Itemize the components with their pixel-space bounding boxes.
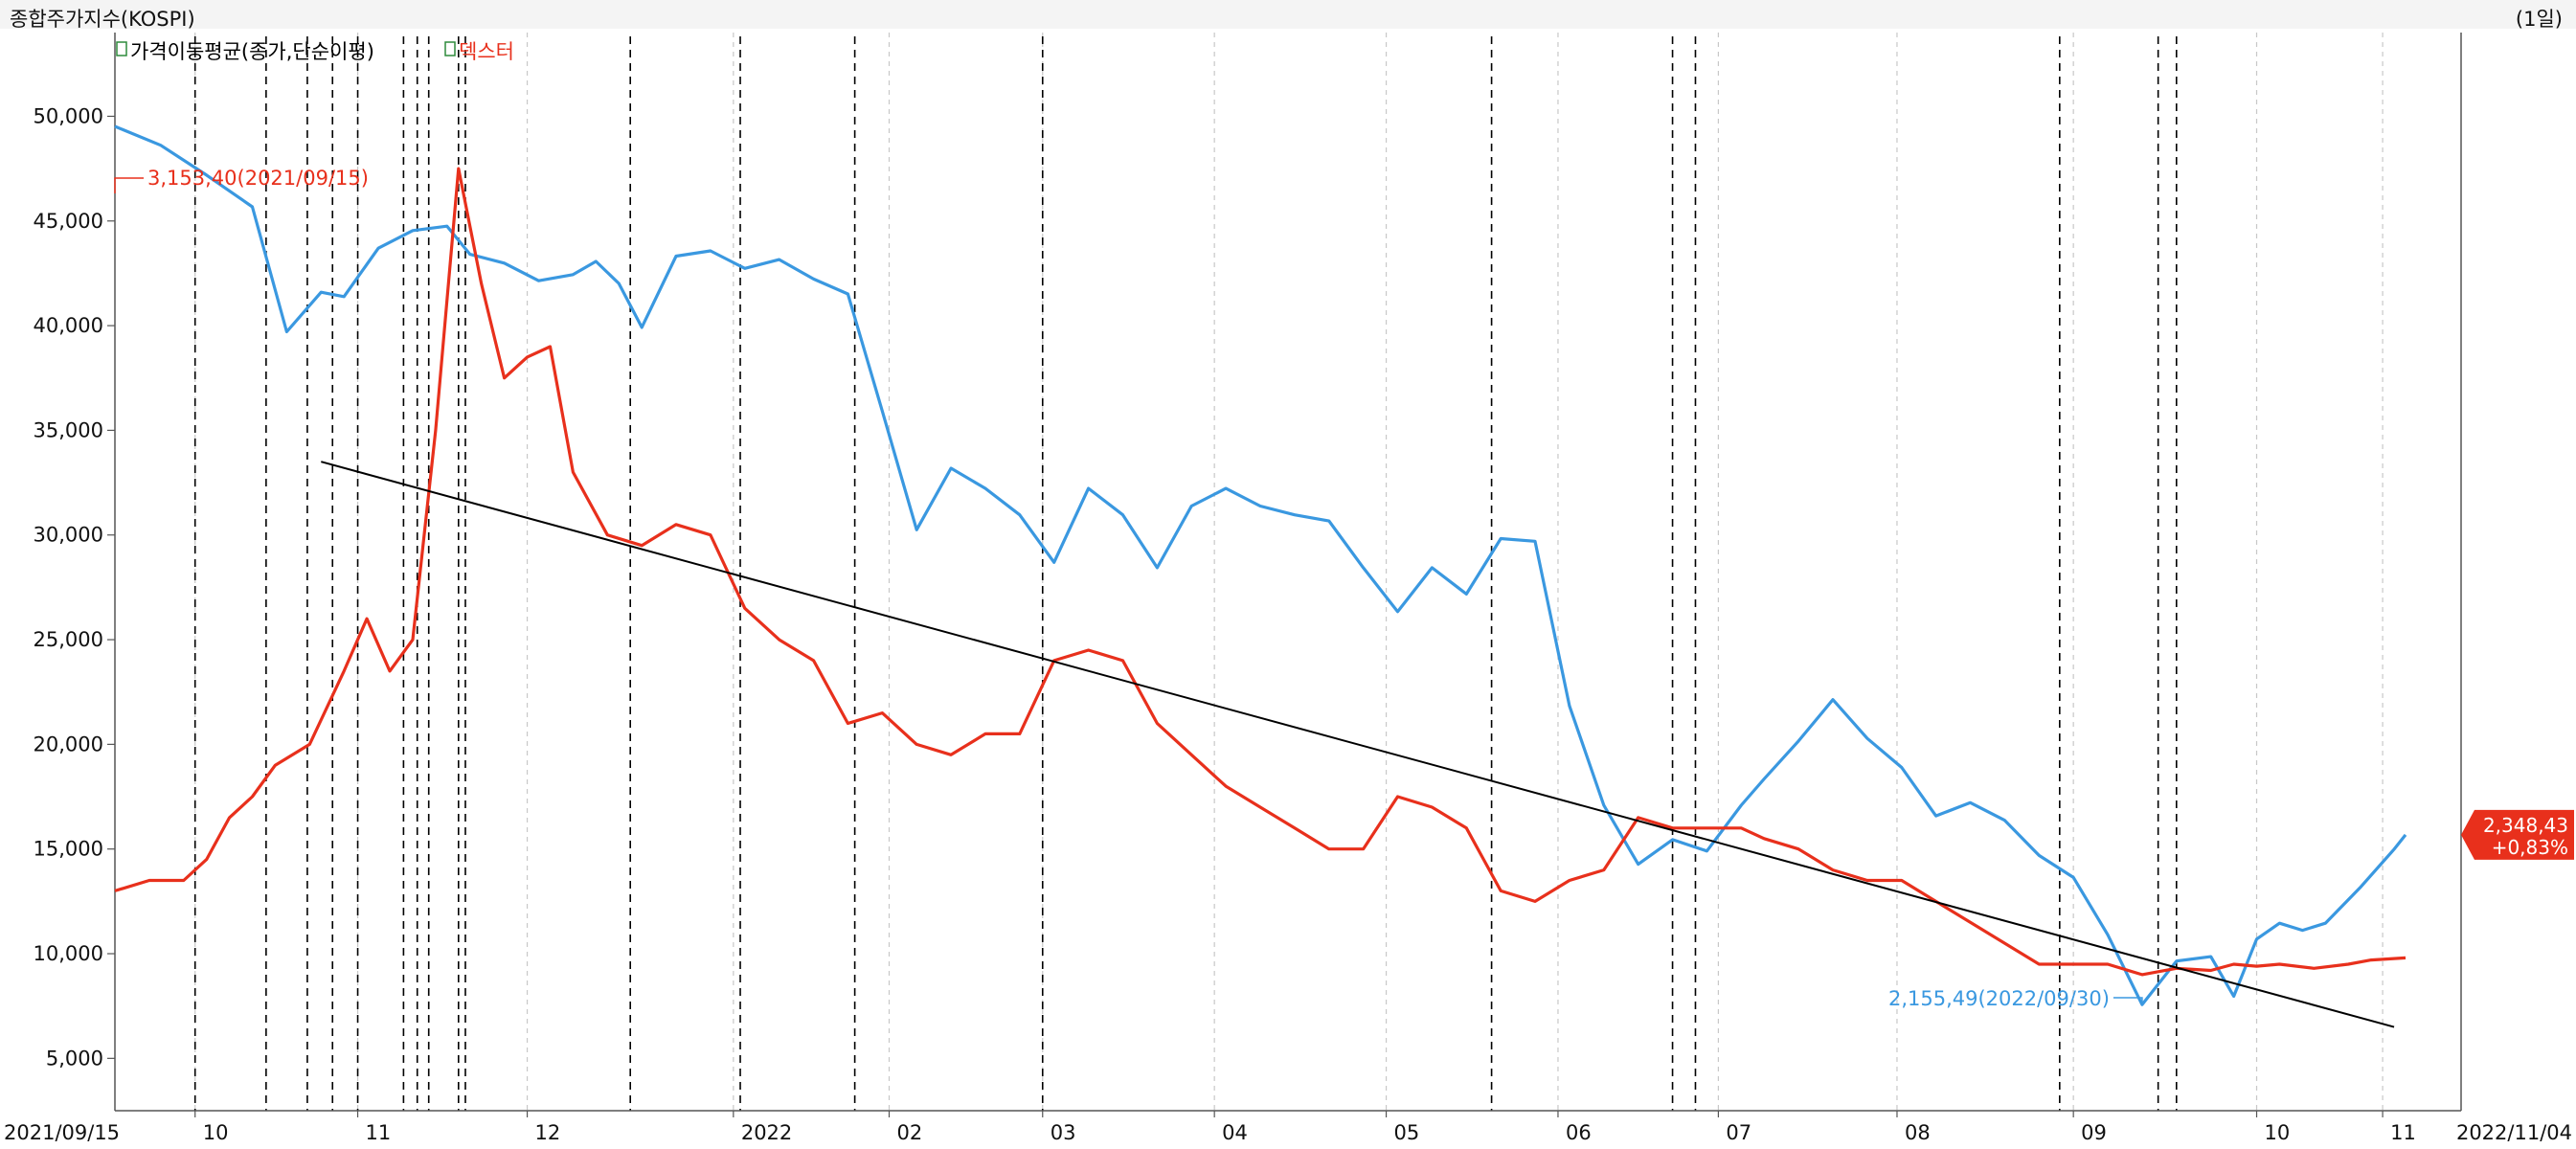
legend-marker bbox=[444, 41, 456, 56]
x-tick-label: 03 bbox=[1051, 1121, 1076, 1144]
x-tick-label: 10 bbox=[203, 1121, 229, 1144]
last-value-badge bbox=[2461, 809, 2574, 860]
x-tick-label: 12 bbox=[535, 1121, 561, 1144]
max-annotation: 3,153,40(2021/09/15) bbox=[147, 167, 369, 190]
min-annotation-leader bbox=[2113, 997, 2143, 1005]
last-value-change: +0,83% bbox=[2492, 836, 2568, 859]
x-tick-label: 09 bbox=[2081, 1121, 2107, 1144]
x-tick-label: 11 bbox=[2390, 1121, 2416, 1144]
x-tick-label: 11 bbox=[366, 1121, 392, 1144]
left-tick-label: 45,000 bbox=[34, 210, 103, 233]
series-line bbox=[114, 124, 2407, 1006]
min-annotation: 2,155,49(2022/09/30) bbox=[1888, 987, 2110, 1010]
legend-label: 가격이동평균(종가,단순이평) bbox=[130, 40, 374, 63]
x-tick-label: 10 bbox=[2265, 1121, 2291, 1144]
chart-title: 종합주가지수(KOSPI) bbox=[10, 8, 195, 31]
x-tick-label: 05 bbox=[1394, 1121, 1420, 1144]
left-tick-label: 50,000 bbox=[34, 104, 103, 127]
x-tick-label: 06 bbox=[1566, 1121, 1592, 1144]
left-tick-label: 5,000 bbox=[46, 1047, 103, 1070]
x-tick-label: 07 bbox=[1726, 1121, 1751, 1144]
left-tick-label: 10,000 bbox=[34, 942, 103, 965]
x-end-label: 2022/11/04 bbox=[2456, 1121, 2572, 1144]
legend-marker bbox=[116, 41, 127, 56]
x-tick-label: 04 bbox=[1222, 1121, 1248, 1144]
left-tick-label: 35,000 bbox=[34, 418, 103, 441]
max-annotation-leader bbox=[114, 177, 144, 193]
period-label: (1일) bbox=[2515, 8, 2563, 31]
legend-label: 덱스터 bbox=[459, 40, 514, 63]
x-tick-label: 08 bbox=[1905, 1121, 1931, 1144]
x-tick-label: 2022 bbox=[741, 1121, 792, 1144]
series-line bbox=[114, 167, 2407, 977]
left-tick-label: 15,000 bbox=[34, 838, 103, 861]
left-tick-label: 30,000 bbox=[34, 524, 103, 547]
trend-line bbox=[321, 461, 2395, 1028]
left-tick-label: 40,000 bbox=[34, 314, 103, 337]
x-tick-label: 02 bbox=[896, 1121, 922, 1144]
last-value-text: 2,348,43 bbox=[2483, 814, 2568, 837]
left-tick-label: 20,000 bbox=[34, 732, 103, 755]
x-start-label: 2021/09/15 bbox=[4, 1121, 120, 1144]
left-tick-label: 25,000 bbox=[34, 628, 103, 651]
